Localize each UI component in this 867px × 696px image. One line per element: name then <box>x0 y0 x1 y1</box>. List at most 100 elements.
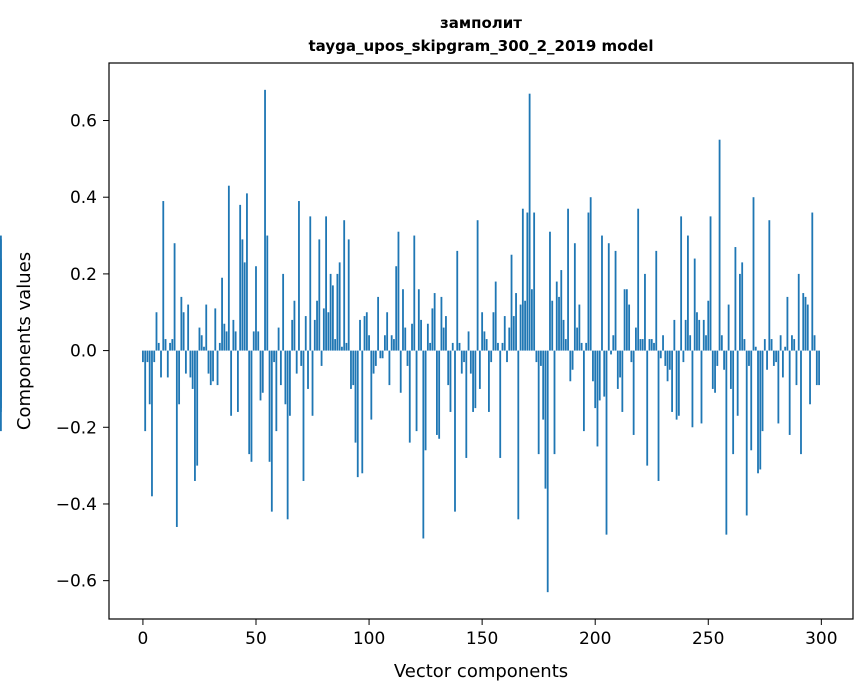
bar <box>388 350 391 386</box>
bar <box>625 289 628 351</box>
bar <box>302 350 305 481</box>
bar <box>517 350 520 520</box>
bar <box>454 350 456 512</box>
bar <box>372 350 375 374</box>
bar <box>684 319 687 351</box>
bar <box>205 304 208 351</box>
bar <box>266 235 269 351</box>
bar <box>668 350 671 370</box>
bar <box>526 212 529 351</box>
bar <box>316 300 318 351</box>
bar <box>693 258 696 351</box>
bar <box>395 266 398 351</box>
bar <box>207 350 210 374</box>
bar <box>571 350 574 370</box>
bar <box>481 312 484 351</box>
bar <box>490 350 493 363</box>
bar <box>275 350 278 432</box>
bar <box>761 350 764 432</box>
bar <box>650 339 653 351</box>
bar <box>309 216 312 351</box>
bar <box>447 350 450 386</box>
bar <box>264 89 266 351</box>
bar <box>553 350 556 455</box>
bar <box>151 350 153 497</box>
bar <box>374 350 377 366</box>
x-axis-ticks: 0 50 100 150 200 250 300 <box>138 619 838 649</box>
bar <box>791 335 793 351</box>
bar <box>558 296 560 351</box>
bar <box>793 339 796 351</box>
bar <box>562 319 565 351</box>
bar <box>614 250 617 351</box>
bar <box>361 350 364 474</box>
x-tick-label: 200 <box>579 629 611 649</box>
bar <box>605 350 608 535</box>
bar <box>567 208 569 351</box>
bar <box>182 312 185 351</box>
bar <box>580 342 583 351</box>
bar <box>537 350 540 455</box>
bar <box>754 346 757 351</box>
bar <box>648 339 651 351</box>
bar <box>261 350 264 393</box>
x-tick-label: 100 <box>353 629 385 649</box>
bar <box>420 319 422 351</box>
bar <box>603 350 606 397</box>
y-tick-label: 0.4 <box>70 188 97 208</box>
bar <box>533 212 536 351</box>
bar <box>569 350 572 382</box>
bar <box>741 262 744 351</box>
y-tick-label: 0.2 <box>70 265 97 285</box>
bar <box>440 296 443 351</box>
bar <box>282 273 285 351</box>
bar <box>675 350 678 420</box>
bar <box>612 335 615 351</box>
bar <box>155 312 158 351</box>
y-tick-label: −0.4 <box>56 495 97 515</box>
bar <box>515 293 517 351</box>
bar <box>236 350 239 412</box>
bar <box>677 350 680 416</box>
bar <box>607 243 610 351</box>
bar <box>0 350 2 393</box>
bar <box>772 350 775 366</box>
bar <box>573 243 576 351</box>
bar <box>777 350 780 424</box>
bar <box>748 350 750 366</box>
bar <box>397 231 400 351</box>
bar <box>720 335 723 351</box>
x-tick-label: 50 <box>245 629 267 649</box>
bar <box>404 327 407 351</box>
bar <box>422 350 425 539</box>
bar <box>379 350 382 359</box>
bar <box>368 335 370 351</box>
bar <box>555 281 558 351</box>
bar <box>592 350 594 382</box>
bar <box>662 335 664 351</box>
bar <box>413 235 416 351</box>
bar <box>757 350 759 474</box>
bar <box>390 335 393 351</box>
bar <box>406 350 409 366</box>
bar <box>435 350 438 435</box>
bar <box>818 350 820 386</box>
bar <box>232 319 235 351</box>
bar <box>535 350 538 363</box>
bar <box>383 335 386 351</box>
bar <box>191 350 194 389</box>
bar <box>508 327 511 351</box>
bar <box>338 262 341 351</box>
bar <box>639 339 642 351</box>
y-tick-label: −0.2 <box>56 418 97 438</box>
bar <box>352 350 355 386</box>
bar <box>189 350 192 378</box>
bar <box>619 350 621 378</box>
bar <box>542 350 545 420</box>
x-tick-label: 0 <box>138 629 149 649</box>
bar <box>521 208 524 351</box>
bar <box>252 331 255 351</box>
bar <box>331 285 334 351</box>
bar <box>336 273 339 351</box>
